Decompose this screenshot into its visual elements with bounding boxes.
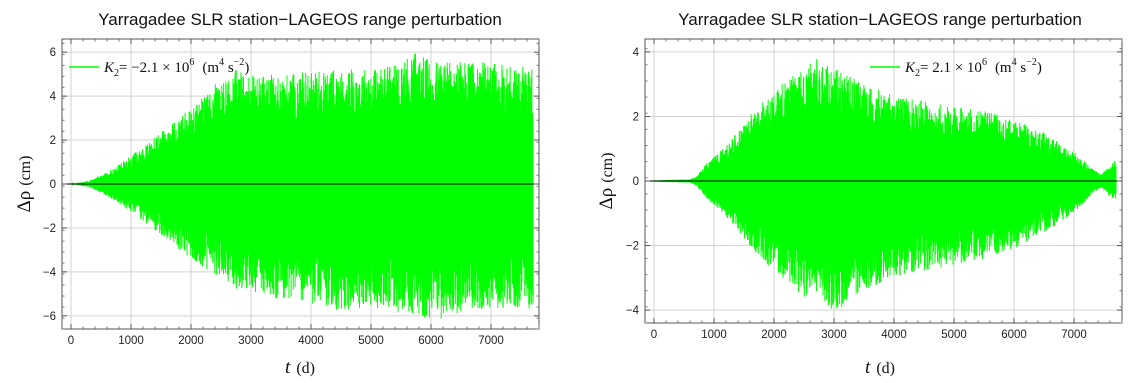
right-x-tick-label: 7000 <box>1061 329 1087 341</box>
left-x-tick-label: 4000 <box>298 335 324 347</box>
left-x-tick-label: 0 <box>68 335 74 347</box>
left-x-axis-label: t (d) <box>285 357 315 378</box>
right-x-tick-label: 3000 <box>821 329 847 341</box>
right-y-tick-label: 0 <box>633 176 639 188</box>
left-x-tick-label: 6000 <box>418 335 444 347</box>
right-y-tick-label: −2 <box>626 241 639 253</box>
left-series-band <box>71 53 534 319</box>
right-x-tick-label: 1000 <box>701 329 727 341</box>
right-y-tick-label: 4 <box>633 47 640 59</box>
left-x-tick-label: 5000 <box>358 335 384 347</box>
right-x-tick-label: 0 <box>651 329 657 341</box>
right-x-tick-label: 6000 <box>1001 329 1027 341</box>
right-legend: K2= 2.1 × 106 (m4 s−2) <box>870 57 1042 79</box>
left-y-tick-label: −2 <box>43 223 56 235</box>
left-y-tick-label: 6 <box>50 47 56 59</box>
left-y-ticks: −6 −4 −2 0 2 4 6 <box>43 42 539 330</box>
right-series-line <box>653 58 1117 309</box>
left-y-tick-label: 4 <box>50 91 57 103</box>
right-x-tick-label: 4000 <box>881 329 907 341</box>
left-x-tick-label: 1000 <box>118 335 144 347</box>
left-y-tick-label: 0 <box>50 179 56 191</box>
left-chart-panel: Yarragadee SLR station−LAGEOS range pert… <box>14 10 540 378</box>
right-y-tick-label: 2 <box>633 111 639 123</box>
left-chart-title: Yarragadee SLR station−LAGEOS range pert… <box>98 10 502 29</box>
left-x-ticks: 0 1000 2000 3000 4000 5000 6000 7000 <box>68 39 540 347</box>
left-y-axis-label: Δρ(cm) <box>14 156 35 213</box>
right-y-axis-label: Δρ(cm) <box>596 153 617 210</box>
left-x-tick-label: 3000 <box>238 335 264 347</box>
left-series-line <box>71 53 534 319</box>
right-chart-panel: Yarragadee SLR station−LAGEOS range pert… <box>596 10 1123 378</box>
right-x-tick-label: 5000 <box>941 329 967 341</box>
left-x-tick-label: 7000 <box>478 335 504 347</box>
right-x-tick-label: 2000 <box>761 329 787 341</box>
left-y-tick-label: −6 <box>43 311 56 323</box>
right-x-ticks: 0 1000 2000 3000 4000 5000 6000 7000 <box>651 39 1123 341</box>
right-y-ticks: −4 −2 0 2 4 <box>626 47 1122 324</box>
right-series-band <box>653 58 1117 309</box>
right-legend-label: K2= 2.1 × 106 (m4 s−2) <box>904 57 1042 79</box>
left-y-tick-label: 2 <box>50 135 56 147</box>
left-legend: K2= −2.1 × 106 (m4 s−2) <box>69 57 249 79</box>
right-y-tick-label: −4 <box>626 305 640 317</box>
right-chart-title: Yarragadee SLR station−LAGEOS range pert… <box>678 10 1082 29</box>
left-legend-label: K2= −2.1 × 106 (m4 s−2) <box>103 57 249 79</box>
left-y-tick-label: −4 <box>43 267 57 279</box>
left-x-tick-label: 2000 <box>178 335 204 347</box>
right-x-axis-label: t (d) <box>865 357 895 378</box>
